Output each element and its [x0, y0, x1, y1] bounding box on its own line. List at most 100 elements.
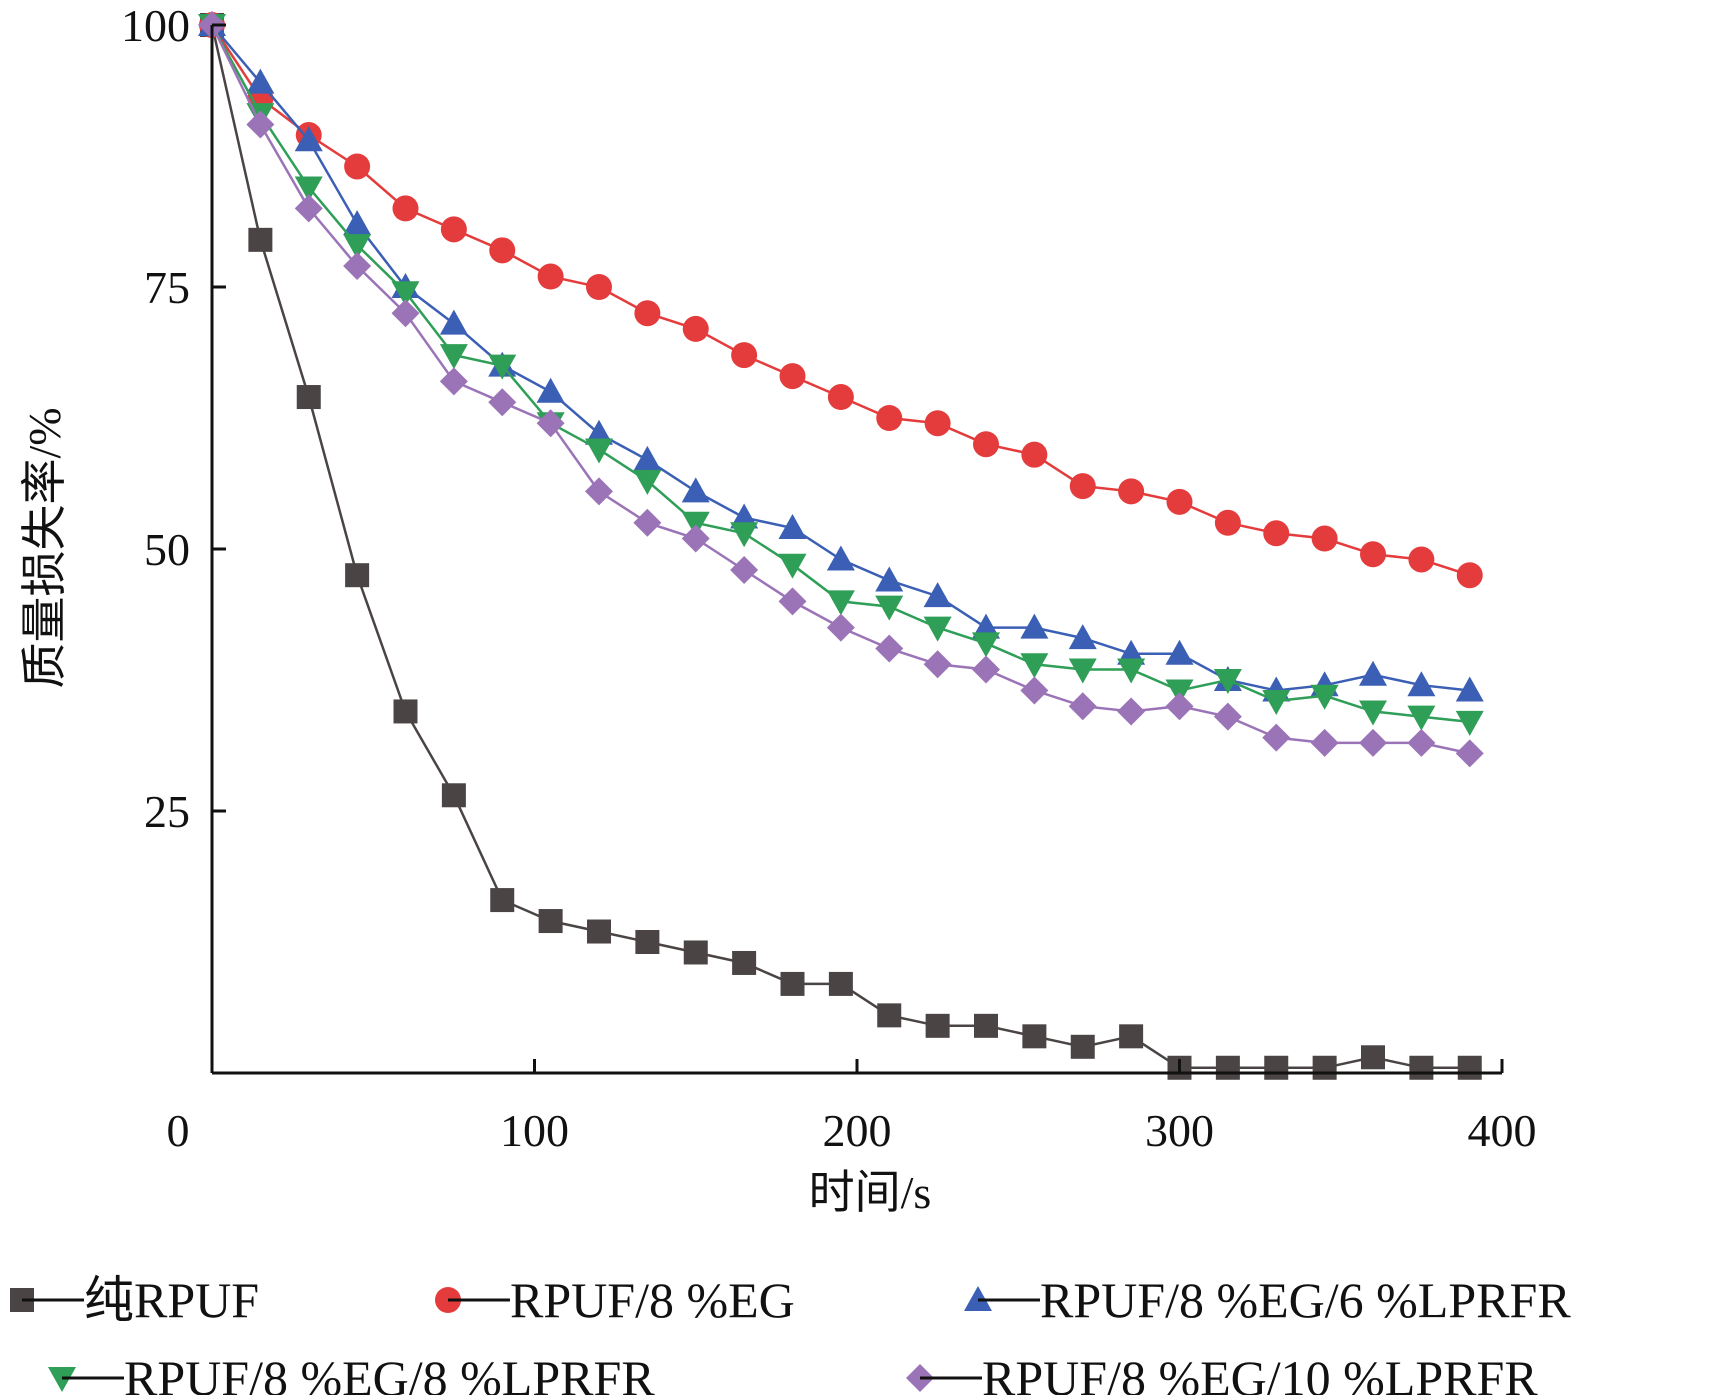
data-point — [343, 252, 372, 281]
data-point — [296, 385, 321, 410]
data-point — [923, 582, 952, 608]
data-point — [634, 300, 661, 327]
data-point — [587, 919, 611, 944]
data-point — [1165, 679, 1194, 705]
data-point — [1119, 1024, 1144, 1049]
data-point — [633, 445, 662, 471]
data-point — [1166, 488, 1193, 515]
data-point — [439, 309, 468, 335]
data-point — [923, 616, 952, 642]
data-point — [827, 384, 854, 411]
data-point — [586, 274, 612, 300]
data-point — [392, 195, 419, 222]
data-point — [1455, 710, 1484, 736]
data-point — [1264, 1055, 1289, 1080]
x-tick-label: 400 — [1468, 1105, 1537, 1156]
data-point — [246, 68, 275, 94]
data-point — [246, 110, 275, 139]
data-point — [440, 216, 467, 243]
data-point — [1409, 1055, 1434, 1080]
data-point — [439, 344, 468, 370]
legend-item: RPUF/8 %EG/10 %LPRFR — [906, 1350, 1538, 1395]
data-point — [538, 909, 563, 934]
data-point — [730, 522, 759, 548]
data-point — [1310, 728, 1339, 757]
y-axis-title: 质量损失率/% — [19, 407, 70, 688]
data-point — [876, 405, 903, 431]
legend-label: 纯RPUF — [84, 1272, 259, 1328]
data-point — [875, 566, 904, 592]
x-axis-title: 时间/s — [809, 1167, 932, 1218]
y-tick-label: 100 — [121, 0, 190, 51]
data-point — [1359, 728, 1387, 757]
data-point — [391, 281, 420, 307]
data-point — [732, 950, 757, 975]
plot-area — [198, 11, 1484, 1080]
data-point — [925, 1013, 950, 1038]
data-point — [391, 299, 420, 328]
data-point — [1407, 671, 1436, 697]
ticks: 25 50 75 100 0 100 200 300 400 — [121, 0, 1537, 1156]
data-point — [1117, 658, 1146, 684]
data-point — [972, 632, 1000, 658]
data-point — [439, 367, 468, 396]
data-point — [682, 315, 709, 342]
data-point — [490, 888, 515, 913]
data-point — [1455, 739, 1484, 768]
data-point — [585, 477, 613, 506]
data-point — [1361, 1045, 1385, 1070]
data-point — [731, 342, 758, 369]
data-point — [778, 553, 807, 579]
legend-label: RPUF/8 %EG/6 %LPRFR — [1040, 1272, 1571, 1328]
y-tick-label: 25 — [144, 786, 190, 837]
data-point — [681, 511, 710, 537]
data-point — [488, 388, 517, 417]
legend-item: 纯RPUF — [10, 1272, 259, 1328]
data-point — [1360, 541, 1386, 568]
series-5 — [198, 11, 1484, 768]
data-point — [294, 176, 323, 202]
data-point — [1070, 1034, 1095, 1059]
data-point — [294, 194, 323, 223]
data-point — [1068, 624, 1097, 650]
y-tick-label: 75 — [144, 262, 190, 313]
data-point — [1214, 509, 1241, 536]
y-tick-label: 50 — [144, 524, 190, 575]
data-point — [780, 971, 805, 996]
data-point — [633, 469, 662, 495]
data-point — [1215, 1055, 1240, 1080]
data-point — [585, 438, 613, 464]
data-point — [1310, 684, 1339, 710]
legend-label: RPUF/8 %EG/10 %LPRFR — [982, 1350, 1538, 1395]
data-point — [1359, 660, 1387, 686]
data-point — [537, 263, 564, 290]
data-point — [633, 508, 662, 537]
axes — [210, 25, 1502, 1075]
data-point — [393, 699, 418, 724]
data-point — [1407, 728, 1436, 757]
legend-item: RPUF/8 %EG/6 %LPRFR — [964, 1272, 1571, 1328]
data-point — [345, 563, 370, 588]
data-point — [778, 587, 807, 616]
series-1 — [200, 13, 1482, 1080]
data-point — [972, 655, 1000, 684]
data-point — [1263, 520, 1290, 547]
data-point — [1455, 676, 1484, 702]
x-tick-label: 0 — [167, 1105, 190, 1156]
data-point — [1118, 478, 1145, 505]
data-point — [1457, 1055, 1482, 1080]
data-point — [1068, 692, 1097, 721]
data-point — [1069, 473, 1096, 500]
data-point — [344, 153, 371, 180]
data-point — [1021, 441, 1048, 468]
data-point — [923, 650, 952, 679]
data-point — [1020, 653, 1049, 679]
data-point — [635, 930, 660, 954]
data-point — [1312, 1055, 1337, 1080]
x-tick-label: 300 — [1145, 1105, 1214, 1156]
data-point — [973, 431, 999, 458]
legend: 纯RPUF RPUF/8 %EG RPUF/8 %EG/6 %LPRFR RPUF/8… — [10, 1272, 1571, 1395]
data-point — [779, 363, 806, 390]
data-point — [441, 783, 466, 808]
